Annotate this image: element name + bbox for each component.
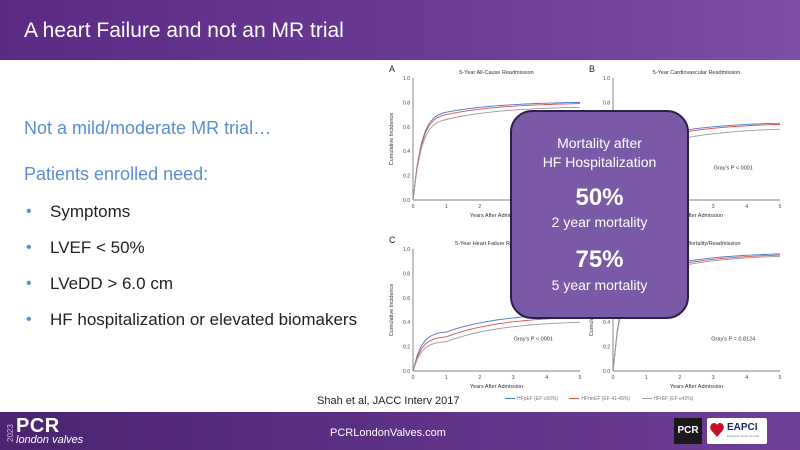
x-tick-label: 2 <box>478 204 481 210</box>
bullet-icon: • <box>26 311 32 328</box>
eapci-label: EAPCI <box>727 422 758 433</box>
bullet-icon: • <box>26 239 32 256</box>
y-tick-label: 0.6 <box>403 125 410 131</box>
y-tick-label: 0.4 <box>603 320 610 326</box>
legend-swatch-icon <box>569 398 580 400</box>
survival-curve <box>412 321 581 372</box>
x-axis-label: Years After Admission <box>470 213 523 219</box>
y-tick-label: 0.0 <box>403 369 410 375</box>
survival-curve <box>412 103 581 201</box>
legend-swatch-icon <box>641 398 652 400</box>
stat-5yr-label: 5 year mortality <box>551 277 648 293</box>
survival-curve <box>412 101 581 201</box>
y-tick-label: 0.8 <box>603 100 610 106</box>
x-tick-label: 0 <box>612 375 615 381</box>
legend-item: HFrEF (EF ≤40%) <box>641 396 694 402</box>
y-tick-label: 1.0 <box>603 76 610 82</box>
x-tick-label: 2 <box>478 375 481 381</box>
callout-heading: Mortality after HF Hospitalization <box>512 134 687 172</box>
x-tick-label: 3 <box>712 204 715 210</box>
stat-2yr-label: 2 year mortality <box>551 214 648 230</box>
x-axis-label: Years After Admission <box>670 213 723 219</box>
citation: Shah et al, JACC Interv 2017 <box>317 395 460 407</box>
survival-curve <box>412 316 581 372</box>
x-tick-label: 3 <box>512 375 515 381</box>
pcr-logo-subtitle: london valves <box>16 434 84 446</box>
heading-patients-enrolled: Patients enrolled need: <box>24 164 209 184</box>
mortality-callout: Mortality after HF Hospitalization 50% 2… <box>510 110 689 319</box>
y-tick-label: 0.6 <box>403 296 410 302</box>
criterion-label: HF hospitalization or elevated biomakers <box>50 310 358 329</box>
y-tick-label: 0.8 <box>403 100 410 106</box>
x-tick-label: 1 <box>445 204 448 210</box>
x-tick-label: 0 <box>412 204 415 210</box>
y-tick-label: 1.0 <box>403 76 410 82</box>
title-bar: A heart Failure and not an MR trial <box>0 0 800 60</box>
slide-title: A heart Failure and not an MR trial <box>24 19 344 42</box>
pcr-badge-logo: PCR <box>674 418 702 444</box>
y-axis-label: Cumulative Incidence <box>389 113 395 166</box>
legend-item: HFpEF (EF ≥50%) <box>505 396 558 402</box>
x-tick-label: 5 <box>779 204 782 210</box>
eapci-logo: EAPCI European Heart Journal <box>707 418 767 444</box>
legend-label: HFrEF (EF ≤40%) <box>653 396 694 402</box>
x-tick-label: 1 <box>645 375 648 381</box>
panel-letter: B <box>589 64 595 74</box>
legend-label: HFmrEF (EF 41-49%) <box>581 396 631 402</box>
stat-5yr-value: 75% <box>575 246 624 273</box>
p-value-label: Gray's P = 0.8124 <box>711 337 755 343</box>
p-value-label: Gray's P <.0001 <box>714 166 753 172</box>
x-tick-label: 3 <box>712 375 715 381</box>
x-tick-label: 5 <box>779 375 782 381</box>
eapci-sublabel: European Heart Journal <box>727 434 759 438</box>
panel-title: Composite of Mortality/Readmission <box>652 241 740 247</box>
y-tick-label: 1.0 <box>403 247 410 253</box>
footer-bar: 2023 PCR london valves PCRLondonValves.c… <box>0 412 800 450</box>
criterion-label: LVEF < 50% <box>50 238 145 257</box>
x-axis-label: Years After Admission <box>670 384 723 390</box>
legend-label: HFpEF (EF ≥50%) <box>517 396 559 402</box>
y-tick-label: 0.8 <box>403 271 410 277</box>
panel-title: 5-Year All-Cause Readmission <box>459 70 533 76</box>
stat-2yr-value: 50% <box>575 184 624 211</box>
y-tick-label: 0.2 <box>403 174 410 180</box>
panel-letter: A <box>389 64 395 74</box>
x-tick-label: 4 <box>745 204 748 210</box>
figure-panel-c: C 5-Year Heart Failure Readmission 1.0 0.8 0… <box>385 233 585 398</box>
heart-icon <box>710 423 724 437</box>
criterion-label: Symptoms <box>50 202 131 221</box>
panel-title: 5-Year Cardiovascular Readmission <box>653 70 741 76</box>
y-axis-label: Cumulative Incidence <box>389 284 395 337</box>
x-tick-label: 5 <box>579 375 582 381</box>
y-tick-label: 0.2 <box>603 345 610 351</box>
pcr-logo: PCR <box>16 415 60 437</box>
criterion-label: LVeDD > 6.0 cm <box>50 274 173 293</box>
survival-curve <box>412 106 581 201</box>
website-link[interactable]: PCRLondonValves.com <box>330 427 446 439</box>
y-tick-label: 0.2 <box>403 345 410 351</box>
y-tick-label: 0.4 <box>403 149 410 155</box>
x-tick-label: 2 <box>678 375 681 381</box>
figure-legend: HFpEF (EF ≥50%) HFmrEF (EF 41-49%) HFrEF… <box>505 396 703 402</box>
x-tick-label: 4 <box>745 375 748 381</box>
callout-heading-line: Mortality after <box>557 135 642 151</box>
callout-heading-line: HF Hospitalization <box>542 154 657 170</box>
event-year: 2023 <box>6 424 15 442</box>
x-tick-label: 1 <box>445 375 448 381</box>
p-value-label: Gray's P <.0001 <box>514 337 553 343</box>
y-tick-label: 0.4 <box>403 320 410 326</box>
bullet-icon: • <box>26 275 32 292</box>
legend-swatch-icon <box>505 398 515 400</box>
heading-not-mild-mr: Not a mild/moderate MR trial… <box>24 118 272 138</box>
panel-title: 5-Year Heart Failure Readmission <box>455 241 538 247</box>
x-axis-label: Years After Admission <box>470 384 523 390</box>
y-tick-label: 0.0 <box>603 369 610 375</box>
figure-panel-svg: C 5-Year Heart Failure Readmission 1.0 0.8 0… <box>389 235 582 390</box>
panel-letter: C <box>389 235 396 245</box>
bullet-icon: • <box>26 203 32 220</box>
y-tick-label: 0.0 <box>403 198 410 204</box>
x-tick-label: 4 <box>545 375 548 381</box>
legend-item: HFmrEF (EF 41-49%) <box>569 396 630 402</box>
x-tick-label: 0 <box>412 375 415 381</box>
